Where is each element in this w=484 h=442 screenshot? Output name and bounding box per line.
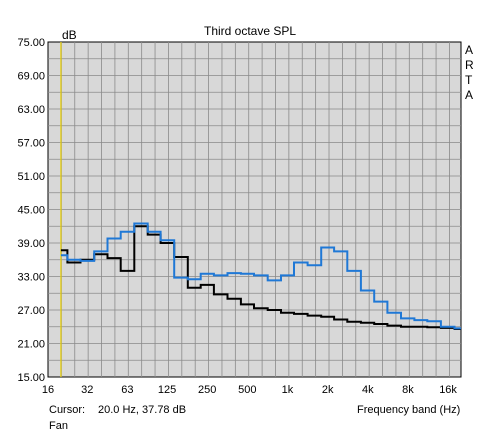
y-tick-label: 27.00: [17, 305, 45, 317]
x-tick-label: 16: [42, 384, 54, 396]
watermark-letter: A: [465, 88, 474, 102]
x-tick-label: 16k: [439, 384, 457, 396]
watermark-letter: A: [465, 43, 474, 57]
cursor-readout: 20.0 Hz, 37.78 dB: [98, 404, 187, 416]
cursor-label: Cursor:: [49, 404, 86, 416]
series-blue-line: [60, 222, 461, 330]
x-tick-label: 1k: [282, 384, 294, 396]
x-tick-label: 500: [238, 384, 256, 396]
y-axis-unit-label: dB: [62, 28, 77, 42]
y-tick-label: 33.00: [17, 272, 45, 284]
y-tick-label: 21.00: [17, 339, 45, 351]
footer-note: Fan: [49, 420, 68, 432]
x-tick-label: 8k: [402, 384, 414, 396]
y-tick-label: 39.00: [17, 238, 45, 250]
x-tick-label: 125: [158, 384, 176, 396]
y-tick-label: 15.00: [17, 372, 45, 384]
x-axis-label: Frequency band (Hz): [357, 404, 461, 416]
arta-watermark: A R T A: [465, 43, 474, 103]
x-tick-label: 63: [121, 384, 133, 396]
y-tick-label: 69.00: [17, 71, 45, 83]
series-black-line: [60, 225, 461, 330]
y-tick-label: 63.00: [17, 104, 45, 116]
chart-title: Third octave SPL: [204, 24, 297, 38]
y-tick-label: 45.00: [17, 205, 45, 217]
y-tick-label: 75.00: [17, 37, 45, 49]
y-tick-label: 57.00: [17, 138, 45, 150]
watermark-letter: R: [465, 58, 474, 72]
x-tick-label: 4k: [362, 384, 374, 396]
x-tick-label: 250: [198, 384, 216, 396]
watermark-letter: T: [465, 73, 473, 87]
x-tick-label: 2k: [322, 384, 334, 396]
x-tick-label: 32: [81, 384, 93, 396]
y-tick-label: 51.00: [17, 171, 45, 183]
